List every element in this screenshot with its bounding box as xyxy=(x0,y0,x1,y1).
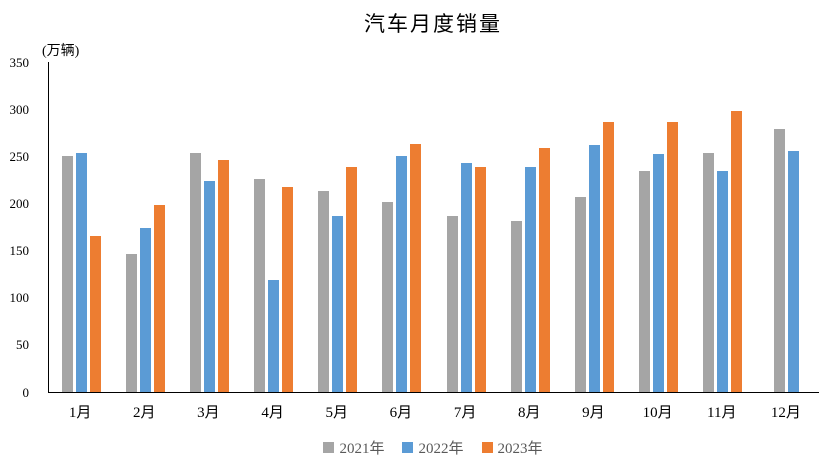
y-tick-150: 150 xyxy=(9,243,30,259)
bar-2021年-1月 xyxy=(61,156,73,392)
x-tick-1月: 1月 xyxy=(68,405,92,421)
x-tick-8月: 8月 xyxy=(517,405,541,421)
x-tick-6月: 6月 xyxy=(389,405,413,421)
bar-2021年-5月 xyxy=(318,191,330,392)
bar-2023年-7月 xyxy=(474,166,486,392)
legend: 2021年 2022年 2023年 xyxy=(48,437,818,458)
bar-2023年-3月 xyxy=(217,160,229,392)
bar-group-10月 xyxy=(627,62,691,392)
bar-group-2月 xyxy=(113,62,177,392)
bar-2021年-4月 xyxy=(254,178,266,392)
bar-group-12月 xyxy=(755,62,819,392)
bar-group-4月 xyxy=(242,62,306,392)
legend-item-2021年: 2021年 xyxy=(323,437,384,458)
legend-label: 2021年 xyxy=(339,441,385,457)
bar-2023年-6月 xyxy=(410,144,422,392)
bar-2023年-9月 xyxy=(602,122,614,392)
bar-group-5月 xyxy=(306,62,370,392)
bar-2022年-6月 xyxy=(396,156,408,392)
bar-2023年-5月 xyxy=(346,166,358,392)
bar-2022年-1月 xyxy=(75,153,87,392)
bar-2023年-10月 xyxy=(667,122,679,392)
legend-swatch-icon xyxy=(323,442,335,453)
legend-item-2022年: 2022年 xyxy=(402,437,464,458)
x-tick-11月: 11月 xyxy=(707,405,737,421)
bar-group-3月 xyxy=(177,62,241,392)
bar-2022年-4月 xyxy=(268,279,280,392)
legend-swatch-icon xyxy=(481,442,493,453)
y-tick-350: 350 xyxy=(9,54,30,70)
y-tick-200: 200 xyxy=(9,195,30,211)
y-tick-250: 250 xyxy=(9,148,30,164)
y-tick-0: 0 xyxy=(22,384,30,400)
x-tick-9月: 9月 xyxy=(582,405,605,421)
y-tick-300: 300 xyxy=(9,101,30,117)
bar-2022年-12月 xyxy=(788,150,800,392)
bar-group-8月 xyxy=(498,62,562,392)
bar-2023年-8月 xyxy=(538,147,550,392)
bar-group-11月 xyxy=(691,62,755,392)
bar-2023年-4月 xyxy=(282,187,294,392)
plot-area xyxy=(48,62,819,393)
x-tick-4月: 4月 xyxy=(261,405,284,421)
bar-2021年-3月 xyxy=(189,153,201,392)
bar-2021年-7月 xyxy=(446,215,458,392)
bar-2022年-7月 xyxy=(460,162,472,392)
bar-2021年-2月 xyxy=(125,254,137,392)
chart-title: 汽车月度销量 xyxy=(364,12,502,36)
bar-2023年-1月 xyxy=(89,236,101,392)
bar-2021年-6月 xyxy=(382,201,394,392)
bar-2021年-9月 xyxy=(574,196,586,392)
bar-2022年-2月 xyxy=(139,227,151,392)
legend-label: 2023年 xyxy=(497,441,543,457)
legend-item-2023年: 2023年 xyxy=(481,437,543,458)
x-tick-5月: 5月 xyxy=(325,405,348,421)
y-tick-50: 50 xyxy=(16,337,29,353)
bar-2022年-9月 xyxy=(588,144,600,392)
legend-swatch-icon xyxy=(402,442,414,453)
bar-2021年-8月 xyxy=(510,221,522,392)
bar-2021年-12月 xyxy=(774,128,786,392)
y-tick-100: 100 xyxy=(9,290,30,306)
bar-group-7月 xyxy=(434,62,498,392)
y-axis-unit-label: (万辆) xyxy=(42,44,80,59)
bar-2021年-10月 xyxy=(639,171,651,392)
x-tick-3月: 3月 xyxy=(197,405,220,421)
legend-label: 2022年 xyxy=(418,441,464,457)
bar-2022年-5月 xyxy=(332,215,344,392)
bar-2022年-10月 xyxy=(653,154,665,392)
bar-2022年-11月 xyxy=(717,171,729,392)
x-tick-2月: 2月 xyxy=(132,405,156,421)
bar-group-6月 xyxy=(370,62,434,392)
bar-2023年-11月 xyxy=(731,111,743,392)
bar-2021年-11月 xyxy=(703,153,715,392)
bar-2022年-8月 xyxy=(524,166,536,392)
x-tick-7月: 7月 xyxy=(453,405,477,421)
x-tick-12月: 12月 xyxy=(770,405,801,421)
bar-group-9月 xyxy=(562,62,626,392)
x-tick-10月: 10月 xyxy=(642,405,673,421)
bar-2023年-2月 xyxy=(153,205,165,392)
bar-2022年-3月 xyxy=(203,180,215,392)
bar-group-1月 xyxy=(49,62,113,392)
